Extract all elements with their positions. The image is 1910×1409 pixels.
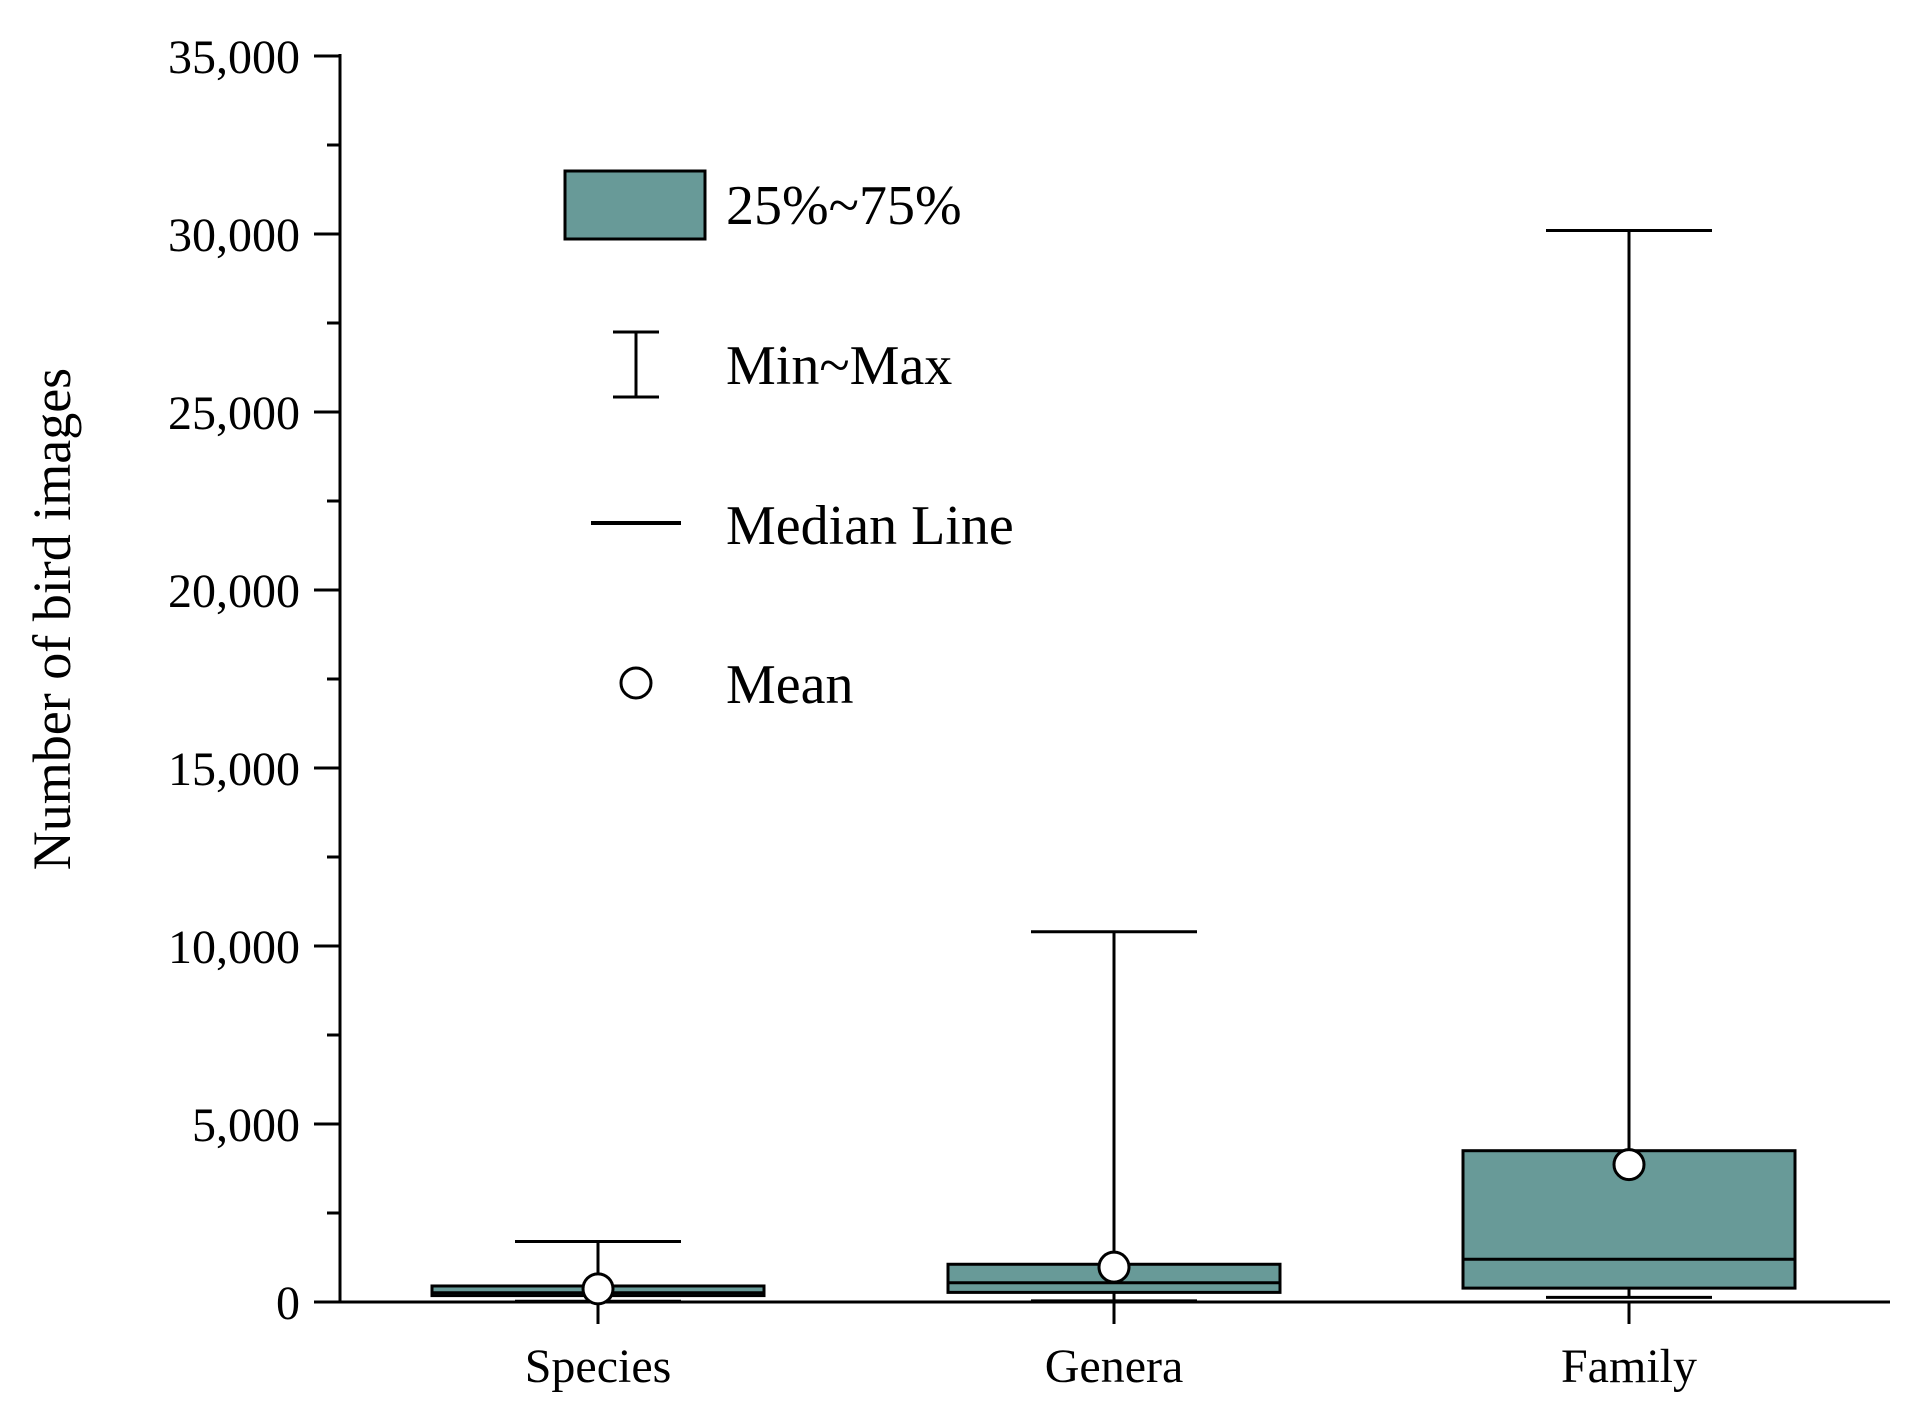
mean-marker [1612,1148,1646,1182]
box-genera [946,930,1282,1303]
legend-box-swatch [563,169,707,241]
y-axis-label: Number of bird images [22,368,82,870]
x-axis-ticks: Species Genera Family [525,1302,1697,1393]
x-tick-label: Family [1561,1340,1697,1393]
legend-whisker-icon [613,330,659,399]
y-tick-label: 15,000 [168,743,300,796]
legend-mean-swatch [619,666,653,700]
mean-marker [1097,1250,1131,1284]
box-series [430,228,1797,1306]
legend-label-box: 25%~75% [726,175,962,237]
legend-label-whisker: Min~Max [726,335,952,397]
legend-label-median: Median Line [726,495,1014,557]
legend: 25%~75% Min~Max Median Line Mean [563,169,1014,716]
y-axis-ticks: 0 5,000 10,000 15,000 20,000 25,000 30,000 35,0… [168,31,340,1330]
y-tick-label: 10,000 [168,921,300,974]
y-tick-label: 35,000 [168,31,300,84]
mean-marker [581,1272,615,1306]
y-tick-label: 5,000 [192,1099,300,1152]
box-family [1461,228,1797,1299]
y-tick-label: 0 [276,1277,300,1330]
legend-label-mean: Mean [726,654,854,716]
y-tick-label: 20,000 [168,565,300,618]
x-tick-label: Genera [1045,1340,1184,1393]
y-tick-label: 30,000 [168,209,300,262]
y-tick-label: 25,000 [168,387,300,440]
box-species [430,1239,766,1306]
x-tick-label: Species [525,1340,672,1393]
